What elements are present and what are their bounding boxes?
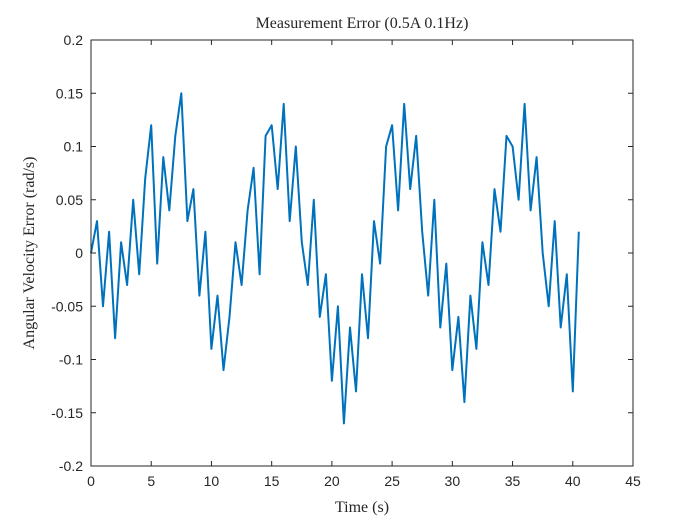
ticks-group: 0 5 10 15 20 25 30 35 40 45 -0.2 -0.15 -0.1 -0.05 0 0.0… — [51, 32, 641, 489]
y-tick-label-8: 0.2 — [64, 32, 84, 48]
x-tick-label-5: 25 — [384, 473, 400, 489]
y-tick-label-2: -0.1 — [59, 352, 83, 368]
x-tick-label-0: 0 — [87, 473, 95, 489]
series-line-0 — [90, 92, 580, 425]
x-tick-label-7: 35 — [505, 473, 521, 489]
chart-title: Measurement Error (0.5A 0.1Hz) — [256, 15, 469, 32]
y-tick-label-7: 0.15 — [56, 85, 83, 101]
x-tick-label-8: 40 — [565, 473, 581, 489]
plot-frame — [90, 39, 634, 467]
x-tick-label-1: 5 — [147, 473, 155, 489]
y-tick-label-0: -0.2 — [59, 458, 83, 474]
y-tick-label-5: 0.05 — [56, 192, 83, 208]
y-tick-label-4: 0 — [75, 245, 83, 261]
series-group — [90, 92, 580, 425]
y-axis-label: Angular Velocity Error (rad/s) — [21, 157, 38, 350]
y-tick-label-1: -0.15 — [51, 405, 83, 421]
x-tick-label-6: 30 — [445, 473, 461, 489]
y-tick-label-6: 0.1 — [64, 139, 84, 155]
x-tick-label-2: 10 — [204, 473, 220, 489]
y-tick-label-3: -0.05 — [51, 298, 83, 314]
x-tick-label-4: 20 — [324, 473, 340, 489]
x-tick-label-9: 45 — [625, 473, 641, 489]
x-tick-label-3: 15 — [264, 473, 280, 489]
x-axis-label: Time (s) — [335, 499, 389, 516]
